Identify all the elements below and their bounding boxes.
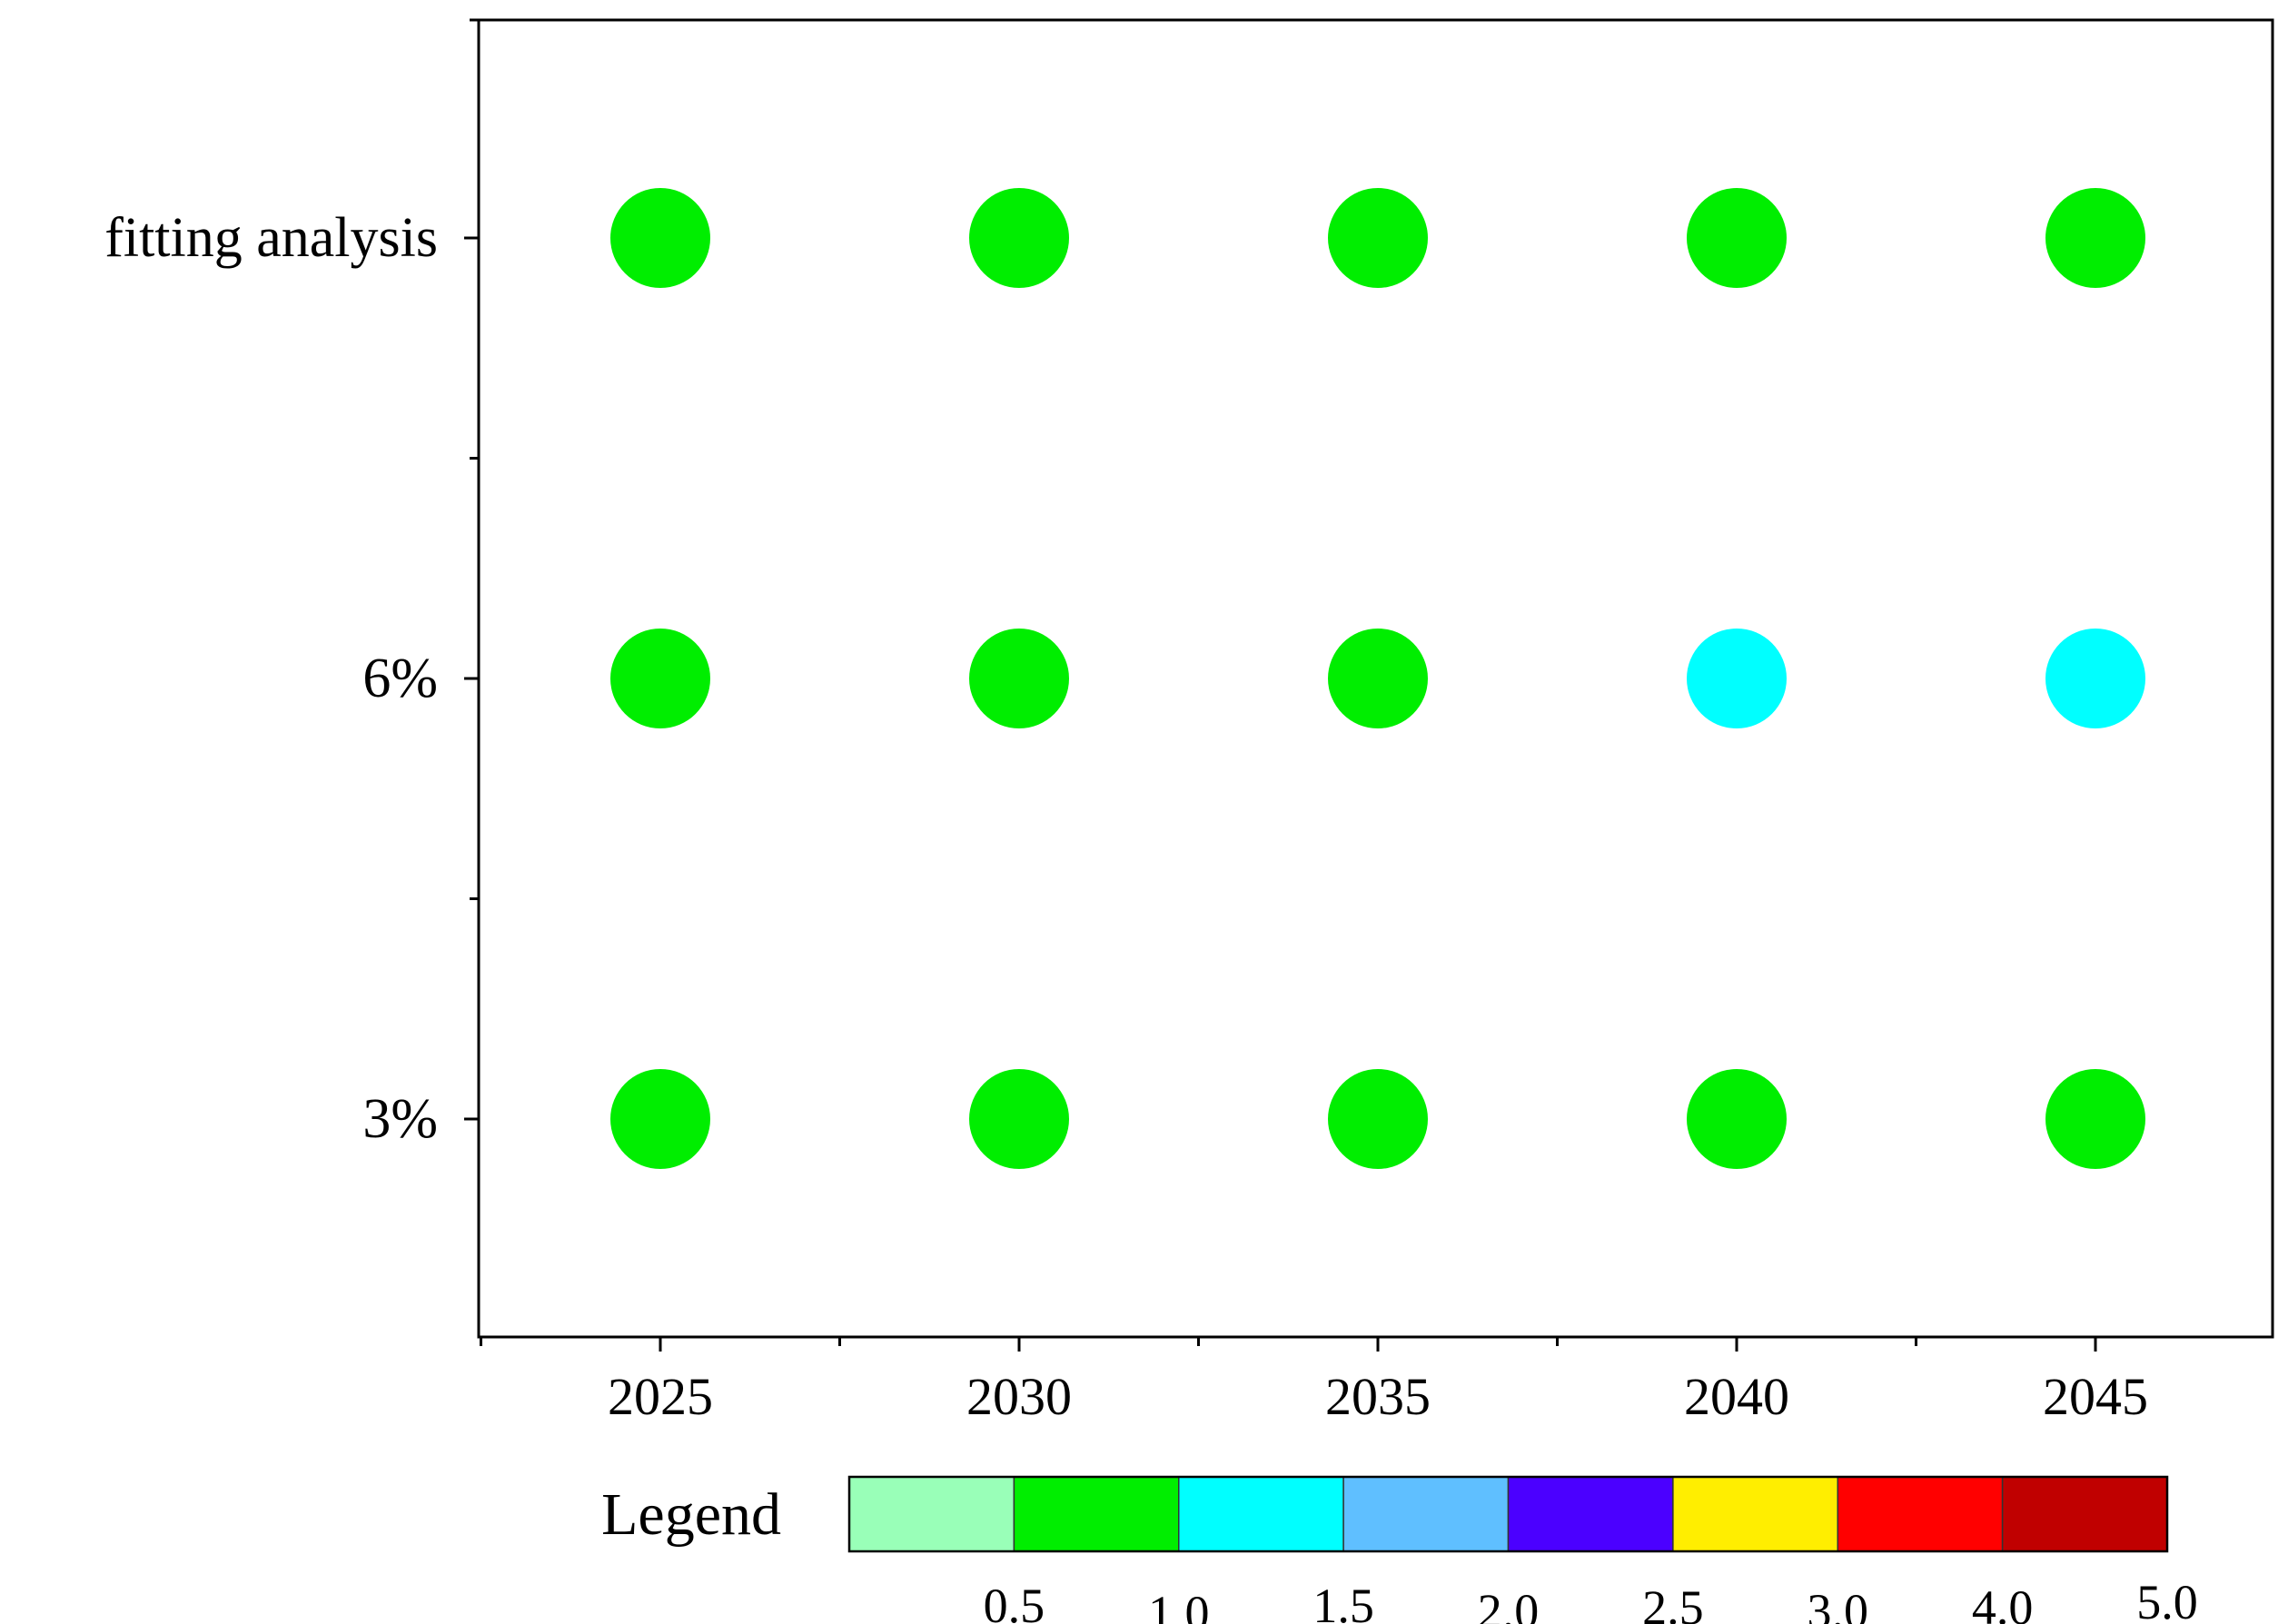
data-point — [1328, 1069, 1428, 1169]
color-legend: Legend 0.5 1.0 1.5 2.0 2.5 3.0 4.0 5.0 — [601, 1475, 2198, 1624]
legend-swatch — [848, 1476, 1015, 1552]
data-points — [610, 188, 2145, 1169]
legend-swatch — [1837, 1476, 2004, 1552]
data-point — [610, 629, 710, 728]
legend-tick-label: 4.0 — [1972, 1580, 2034, 1624]
x-tick-label: 2045 — [2043, 1367, 2148, 1426]
data-point — [2045, 188, 2145, 288]
data-point — [1687, 629, 1787, 728]
y-tick-label: fitting analysis — [104, 207, 438, 269]
legend-tick-label: 2.0 — [1478, 1584, 1540, 1624]
data-point — [969, 188, 1069, 288]
y-tick-label: 6% — [362, 648, 438, 709]
legend-title: Legend — [601, 1481, 781, 1548]
data-point — [1328, 629, 1428, 728]
data-point — [2045, 629, 2145, 728]
axes: 2025 2030 2035 2040 2045 3% 6% fitting analysis — [104, 18, 2274, 1426]
data-point — [610, 188, 710, 288]
legend-tick-label: 5.0 — [2136, 1575, 2198, 1624]
x-tick-label: 2040 — [1684, 1367, 1789, 1426]
legend-tick-label: 2.5 — [1642, 1580, 1704, 1624]
x-tick-label: 2025 — [608, 1367, 713, 1426]
y-tick-label: 3% — [362, 1088, 438, 1150]
legend-tick-label: 0.5 — [984, 1579, 1045, 1624]
legend-frame — [847, 1475, 2169, 1553]
data-point — [1328, 188, 1428, 288]
x-tick-label: 2030 — [966, 1367, 1072, 1426]
data-point — [2045, 1069, 2145, 1169]
data-point — [969, 629, 1069, 728]
legend-swatch — [1672, 1476, 1838, 1552]
legend-tick-label: 1.5 — [1312, 1579, 1374, 1624]
x-tick-label: 2035 — [1325, 1367, 1431, 1426]
data-point — [1687, 1069, 1787, 1169]
legend-swatch — [1013, 1476, 1180, 1552]
legend-tick-label: 3.0 — [1808, 1584, 1869, 1624]
legend-swatch — [1507, 1476, 1674, 1552]
legend-swatch — [1342, 1476, 1510, 1552]
legend-swatch — [1178, 1476, 1344, 1552]
legend-swatch — [2001, 1476, 2168, 1552]
data-point — [610, 1069, 710, 1169]
data-point — [1687, 188, 1787, 288]
data-point — [969, 1069, 1069, 1169]
legend-tick-label: 1.0 — [1148, 1586, 1210, 1624]
